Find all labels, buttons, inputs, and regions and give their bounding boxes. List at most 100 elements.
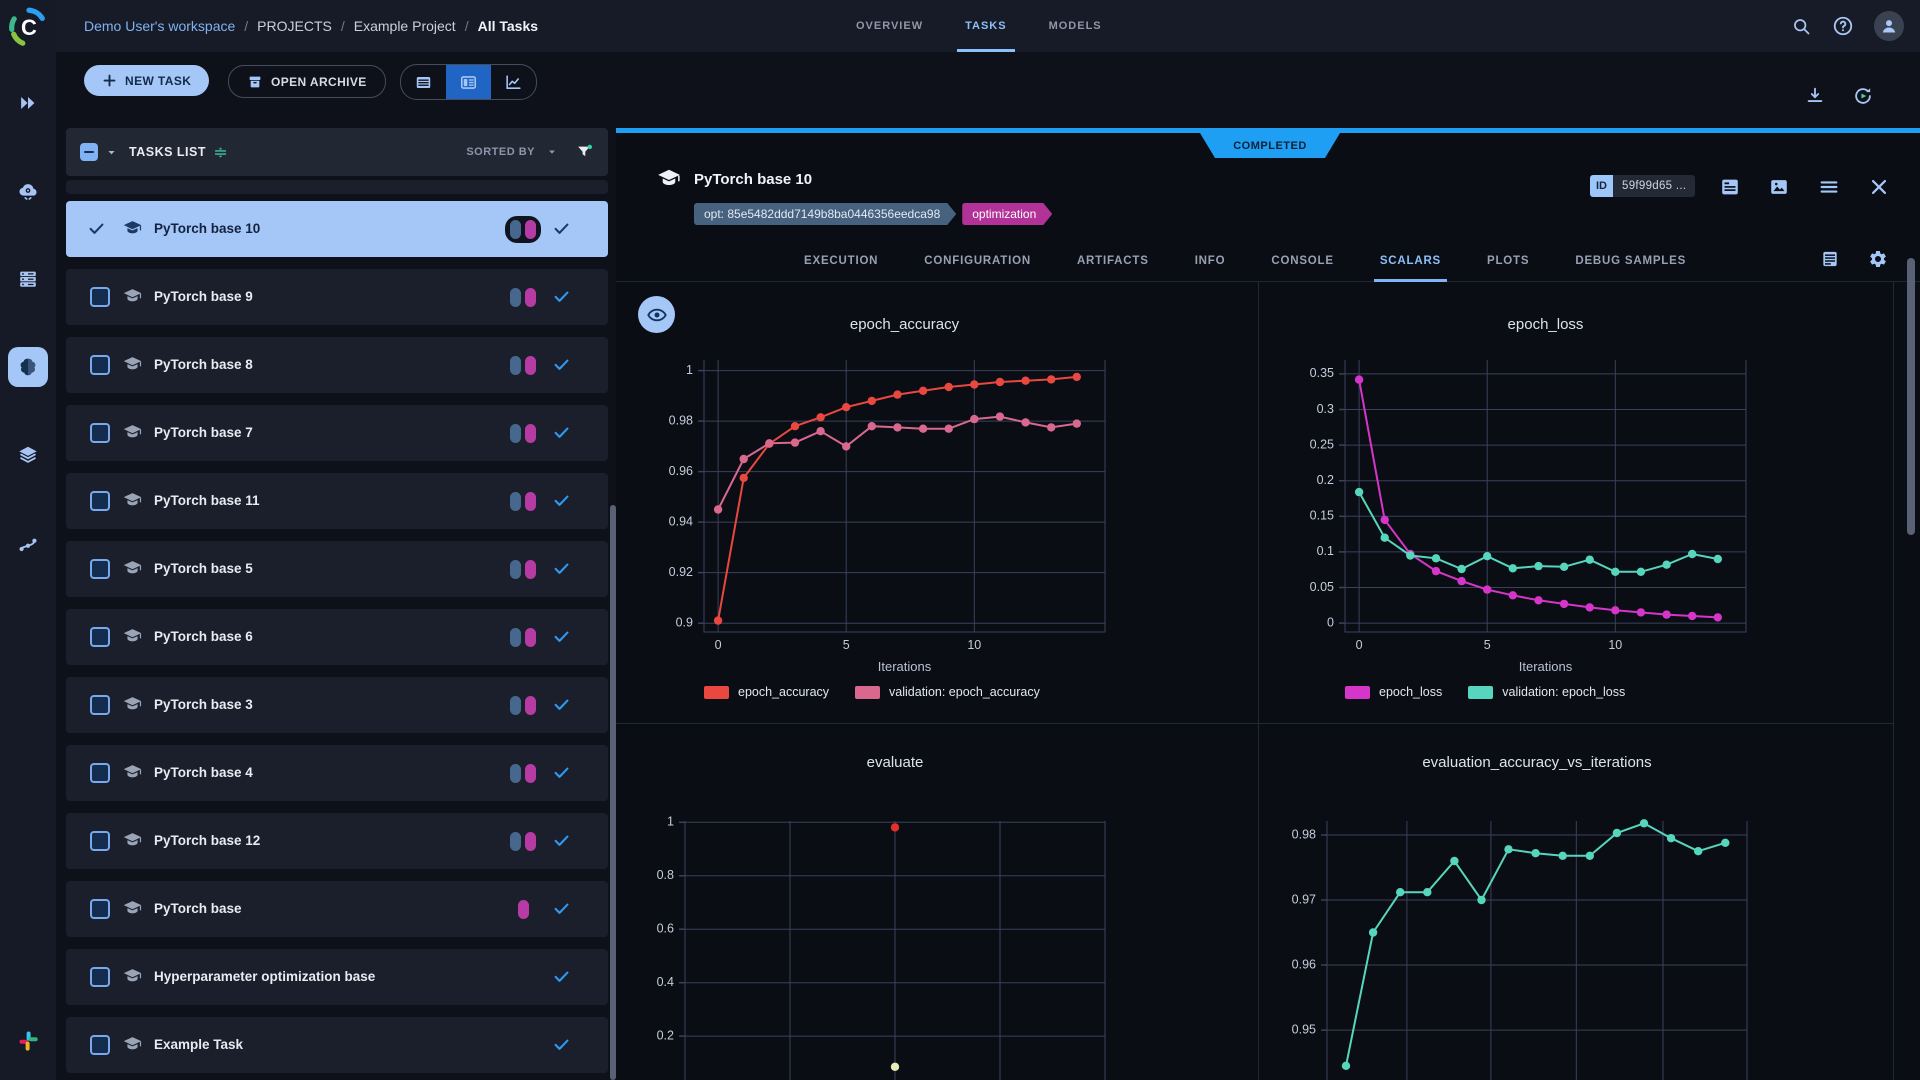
sort-settings-icon[interactable] [212, 144, 229, 161]
row-checkbox[interactable] [90, 831, 110, 851]
task-row[interactable]: PyTorch base [66, 881, 608, 937]
open-archive-button[interactable]: OPEN ARCHIVE [228, 65, 386, 98]
row-checkbox[interactable] [90, 287, 110, 307]
user-avatar[interactable] [1874, 11, 1904, 41]
sorted-by-caret-icon[interactable] [545, 145, 559, 159]
getting-started-icon[interactable] [17, 92, 39, 114]
legend-swatch [1345, 685, 1370, 699]
tag-dot-magenta [525, 287, 536, 307]
metrics-table-icon[interactable] [1820, 249, 1840, 269]
slack-icon[interactable] [16, 1029, 40, 1053]
breadcrumb-item[interactable]: Demo User's workspace [84, 18, 236, 34]
workers-queues-icon[interactable] [17, 268, 39, 290]
datasets-icon[interactable] [17, 444, 39, 466]
tasks-list-scrollbar[interactable] [610, 505, 616, 1080]
row-checkbox[interactable] [90, 1035, 110, 1055]
chart-cell-epoch-accuracy: epoch_accuracy 0.9 0.92 0.94 0.96 0.98 1 0 5 10 It… [616, 282, 1259, 724]
task-row[interactable]: PyTorch base 8 [66, 337, 608, 393]
row-checkbox[interactable] [90, 695, 110, 715]
task-tag-dots [492, 405, 554, 461]
debug-image-icon[interactable] [1768, 176, 1790, 198]
svg-text:0.98: 0.98 [669, 413, 693, 427]
new-task-button[interactable]: NEW TASK [84, 65, 210, 96]
breadcrumb-item[interactable]: All Tasks [477, 18, 539, 34]
row-checkbox[interactable] [90, 355, 110, 375]
detail-tab-execution[interactable]: EXECUTION [804, 255, 879, 267]
svg-text:5: 5 [843, 638, 850, 652]
select-all-checkbox[interactable] [80, 143, 98, 161]
filter-funnel-icon[interactable] [575, 143, 594, 162]
detail-tab-configuration[interactable]: CONFIGURATION [924, 255, 1031, 267]
task-row[interactable]: PyTorch base 4 [66, 745, 608, 801]
chart-view-button[interactable] [491, 65, 536, 99]
task-tag[interactable]: opt: 85e5482ddd7149b8ba0446356eedca98 [694, 203, 956, 225]
projects-nav-active[interactable] [8, 347, 48, 387]
svg-text:5: 5 [1484, 638, 1491, 652]
tag-dot-slate [510, 559, 521, 579]
close-icon[interactable] [1868, 176, 1890, 198]
task-row[interactable]: Hyperparameter optimization base [66, 949, 608, 1005]
breadcrumb-item[interactable]: Example Project [353, 18, 456, 34]
search-icon[interactable] [1791, 16, 1812, 37]
clearml-logo-icon[interactable]: C [7, 6, 49, 48]
tab-models[interactable]: MODELS [1048, 20, 1102, 32]
chart-title: epoch_accuracy [849, 316, 960, 333]
row-checkbox[interactable] [90, 967, 110, 987]
legend-item[interactable]: validation: epoch_accuracy [855, 685, 1040, 699]
task-row[interactable]: PyTorch base 12 [66, 813, 608, 869]
detail-panel-scrollbar[interactable] [1907, 258, 1915, 535]
side-rail: C [0, 0, 56, 1080]
detail-tab-debug-samples[interactable]: DEBUG SAMPLES [1575, 255, 1687, 267]
task-row[interactable]: PyTorch base 7 [66, 405, 608, 461]
detail-tab-plots[interactable]: PLOTS [1487, 255, 1530, 267]
legend-item[interactable]: validation: epoch_loss [1468, 685, 1625, 699]
applications-icon[interactable] [17, 180, 39, 202]
tag-dot-slate [510, 219, 521, 239]
legend-item[interactable]: epoch_accuracy [704, 685, 829, 699]
tab-overview[interactable]: OVERVIEW [856, 20, 924, 32]
detail-tab-info[interactable]: INFO [1194, 255, 1226, 267]
legend-item[interactable]: epoch_loss [1345, 685, 1442, 699]
task-row[interactable]: Example Task [66, 1017, 608, 1073]
row-checkbox[interactable] [90, 899, 110, 919]
task-detail-panel: COMPLETED PyTorch base 10 opt: 85e5482dd… [616, 128, 1920, 1080]
task-id-badge[interactable]: ID 59f99d65 ... [1590, 175, 1696, 197]
settings-gear-icon[interactable] [1868, 249, 1888, 269]
row-checkbox[interactable] [90, 627, 110, 647]
task-row[interactable]: PyTorch base 11 [66, 473, 608, 529]
row-checkbox[interactable] [90, 423, 110, 443]
chart-plot[interactable]: 0.2 0.4 0.6 0.8 1 [617, 791, 1177, 1080]
detail-tab-scalars[interactable]: SCALARS [1373, 240, 1448, 282]
row-checkbox[interactable] [90, 763, 110, 783]
task-row[interactable]: PyTorch base 6 [66, 609, 608, 665]
table-view-button[interactable] [401, 65, 446, 99]
detail-tab-console[interactable]: CONSOLE [1271, 255, 1334, 267]
pipelines-icon[interactable] [17, 533, 39, 555]
breadcrumb-item[interactable]: PROJECTS [257, 18, 332, 34]
help-icon[interactable] [1832, 15, 1854, 37]
chart-plot[interactable]: 0 0.05 0.1 0.15 0.2 0.25 0.3 0.35 0 5 10 [1277, 345, 1837, 657]
experiment-icon [122, 354, 143, 375]
tab-tasks[interactable]: TASKS [957, 0, 1016, 52]
row-checkbox[interactable] [90, 559, 110, 579]
split-view-button[interactable] [446, 65, 491, 99]
menu-icon[interactable] [1818, 176, 1840, 198]
svg-text:C: C [21, 15, 37, 40]
task-row[interactable]: PyTorch base 9 [66, 269, 608, 325]
task-row[interactable]: PyTorch base 5 [66, 541, 608, 597]
task-tag[interactable]: optimization [962, 203, 1052, 225]
task-row[interactable]: PyTorch base 3 [66, 677, 608, 733]
auto-refresh-icon[interactable] [1852, 85, 1874, 107]
console-log-icon[interactable] [1719, 176, 1741, 198]
task-row-partial[interactable] [66, 180, 608, 194]
chart-plot[interactable]: 0.95 0.96 0.97 0.98 [1259, 791, 1819, 1080]
new-task-label: NEW TASK [125, 73, 192, 88]
download-icon[interactable] [1804, 85, 1826, 107]
row-checkbox[interactable] [90, 491, 110, 511]
chevron-down-icon[interactable] [104, 145, 119, 160]
detail-tab-artifacts[interactable]: ARTIFACTS [1076, 255, 1149, 267]
eye-toggle-button[interactable] [638, 296, 675, 333]
task-row[interactable]: PyTorch base 10 [66, 201, 608, 257]
task-tag-dots [492, 337, 554, 393]
